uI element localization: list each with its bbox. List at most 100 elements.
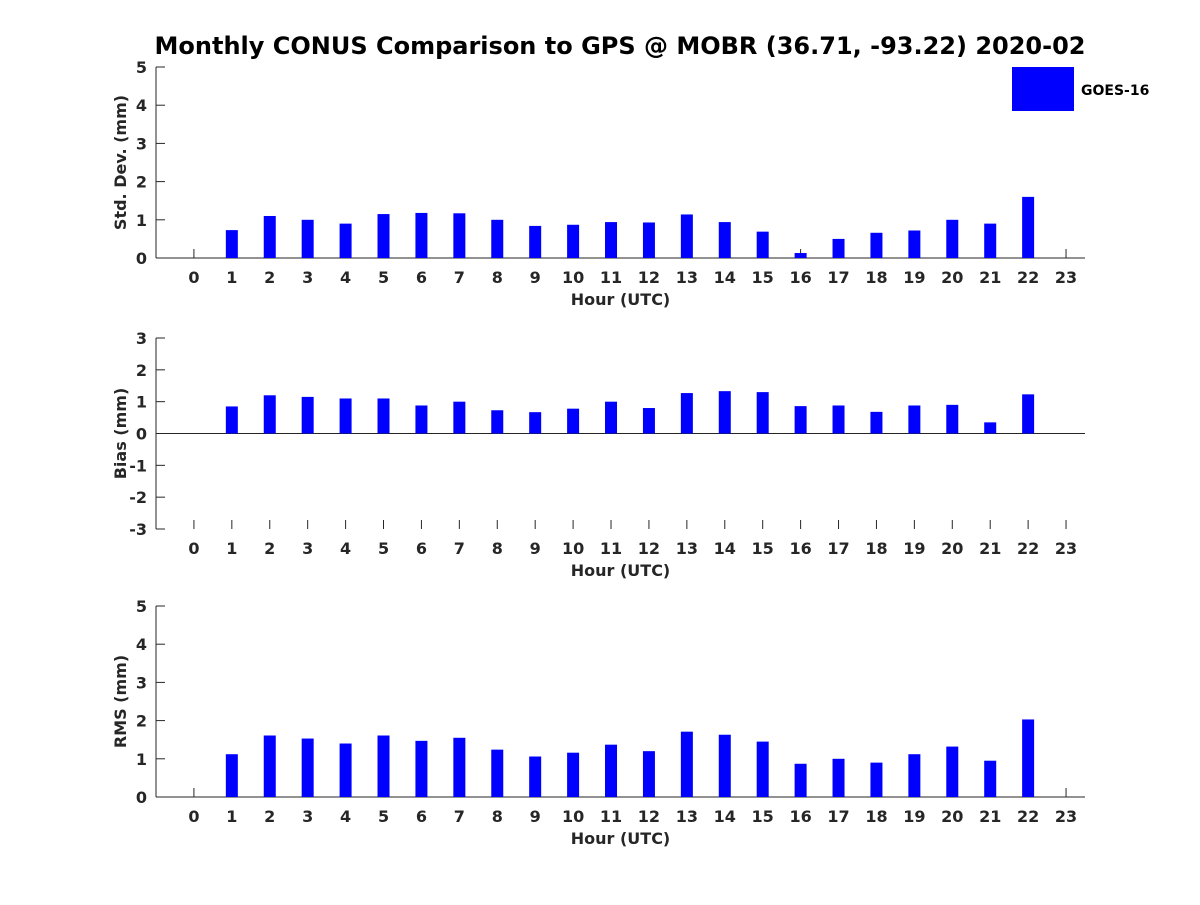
y-tick-label: 1 — [136, 211, 147, 230]
legend-swatch — [1012, 67, 1074, 111]
x-tick-label: 13 — [676, 539, 698, 558]
bar-hour-1 — [225, 406, 238, 434]
x-tick-label: 22 — [1017, 539, 1039, 558]
x-tick-label: 4 — [340, 539, 351, 558]
bar-hour-19 — [908, 405, 921, 434]
x-tick-label: 19 — [903, 539, 925, 558]
bar-hour-11 — [605, 401, 618, 434]
bar-hour-5 — [377, 735, 390, 797]
bar-hour-4 — [339, 743, 352, 797]
bar-hour-15 — [756, 231, 769, 258]
x-tick-label: 7 — [454, 807, 465, 826]
bar-hour-8 — [491, 749, 504, 797]
x-tick-label: 10 — [562, 807, 584, 826]
x-tick-label: 4 — [340, 807, 351, 826]
bar-hour-6 — [415, 740, 428, 797]
x-tick-label: 20 — [941, 539, 963, 558]
bar-hour-10 — [567, 752, 580, 797]
bar-hour-10 — [567, 224, 580, 258]
bar-hour-17 — [832, 238, 845, 258]
bar-hour-22 — [1022, 394, 1035, 434]
bar-hour-14 — [718, 734, 731, 797]
x-tick-label: 15 — [752, 807, 774, 826]
bar-hour-10 — [567, 408, 580, 434]
x-tick-label: 5 — [378, 268, 389, 287]
bar-hour-4 — [339, 398, 352, 434]
x-tick-label: 1 — [226, 539, 237, 558]
x-tick-label: 6 — [416, 539, 427, 558]
x-tick-label: 5 — [378, 539, 389, 558]
y-tick-label: 3 — [136, 134, 147, 153]
y-tick-label: 4 — [136, 635, 147, 654]
bar-hour-5 — [377, 398, 390, 434]
x-tick-label: 9 — [530, 807, 541, 826]
bar-hour-18 — [870, 411, 883, 434]
bar-hour-22 — [1022, 719, 1035, 797]
legend: GOES-16 — [1012, 67, 1149, 111]
bar-hour-6 — [415, 212, 428, 258]
bar-hour-14 — [718, 391, 731, 434]
x-tick-label: 14 — [714, 539, 736, 558]
x-tick-label: 0 — [188, 807, 199, 826]
y-tick-label: 3 — [136, 673, 147, 692]
x-tick-label: 19 — [903, 268, 925, 287]
y-tick-label: 3 — [136, 329, 147, 348]
x-tick-label: 22 — [1017, 807, 1039, 826]
x-tick-label: 10 — [562, 268, 584, 287]
y-tick-label: 1 — [136, 393, 147, 412]
y-tick-label: 5 — [136, 597, 147, 616]
bar-hour-16 — [794, 406, 807, 434]
x-tick-label: 16 — [789, 268, 811, 287]
y-axis-label: Std. Dev. (mm) — [111, 95, 130, 230]
y-tick-label: 1 — [136, 750, 147, 769]
x-tick-label: 11 — [600, 807, 622, 826]
x-tick-label: 0 — [188, 268, 199, 287]
bar-hour-9 — [529, 756, 542, 797]
x-tick-label: 22 — [1017, 268, 1039, 287]
bar-hour-22 — [1022, 196, 1035, 258]
y-tick-label: 0 — [136, 249, 147, 268]
bar-hour-2 — [263, 735, 276, 797]
x-tick-label: 21 — [979, 539, 1001, 558]
y-tick-label: 2 — [136, 712, 147, 731]
bar-hour-1 — [225, 754, 238, 797]
x-tick-label: 21 — [979, 268, 1001, 287]
x-tick-label: 15 — [752, 268, 774, 287]
bar-hour-8 — [491, 219, 504, 258]
x-tick-label: 14 — [714, 268, 736, 287]
x-tick-label: 21 — [979, 807, 1001, 826]
x-tick-label: 7 — [454, 268, 465, 287]
bar-hour-7 — [453, 213, 466, 258]
chart-title: Monthly CONUS Comparison to GPS @ MOBR (… — [155, 32, 1086, 60]
x-tick-label: 8 — [492, 268, 503, 287]
y-tick-label: 0 — [136, 788, 147, 807]
bar-hour-13 — [680, 731, 693, 797]
y-tick-label: 2 — [136, 173, 147, 192]
bar-hour-17 — [832, 405, 845, 434]
x-tick-label: 16 — [789, 807, 811, 826]
x-tick-label: 19 — [903, 807, 925, 826]
x-tick-label: 17 — [827, 807, 849, 826]
x-tick-label: 23 — [1055, 807, 1077, 826]
x-tick-label: 6 — [416, 268, 427, 287]
bar-hour-17 — [832, 758, 845, 797]
bar-hour-6 — [415, 405, 428, 434]
bar-hour-7 — [453, 401, 466, 434]
bar-hour-19 — [908, 754, 921, 797]
x-tick-label: 1 — [226, 268, 237, 287]
bar-hour-18 — [870, 232, 883, 258]
x-axis-label: Hour (UTC) — [571, 290, 671, 309]
x-tick-label: 14 — [714, 807, 736, 826]
x-tick-label: 13 — [676, 268, 698, 287]
x-tick-label: 1 — [226, 807, 237, 826]
x-tick-label: 11 — [600, 539, 622, 558]
y-tick-label: -2 — [129, 488, 147, 507]
bar-hour-21 — [984, 760, 997, 797]
x-tick-label: 9 — [530, 539, 541, 558]
bar-hour-3 — [301, 738, 314, 797]
bar-hour-16 — [794, 253, 807, 258]
x-tick-label: 0 — [188, 539, 199, 558]
